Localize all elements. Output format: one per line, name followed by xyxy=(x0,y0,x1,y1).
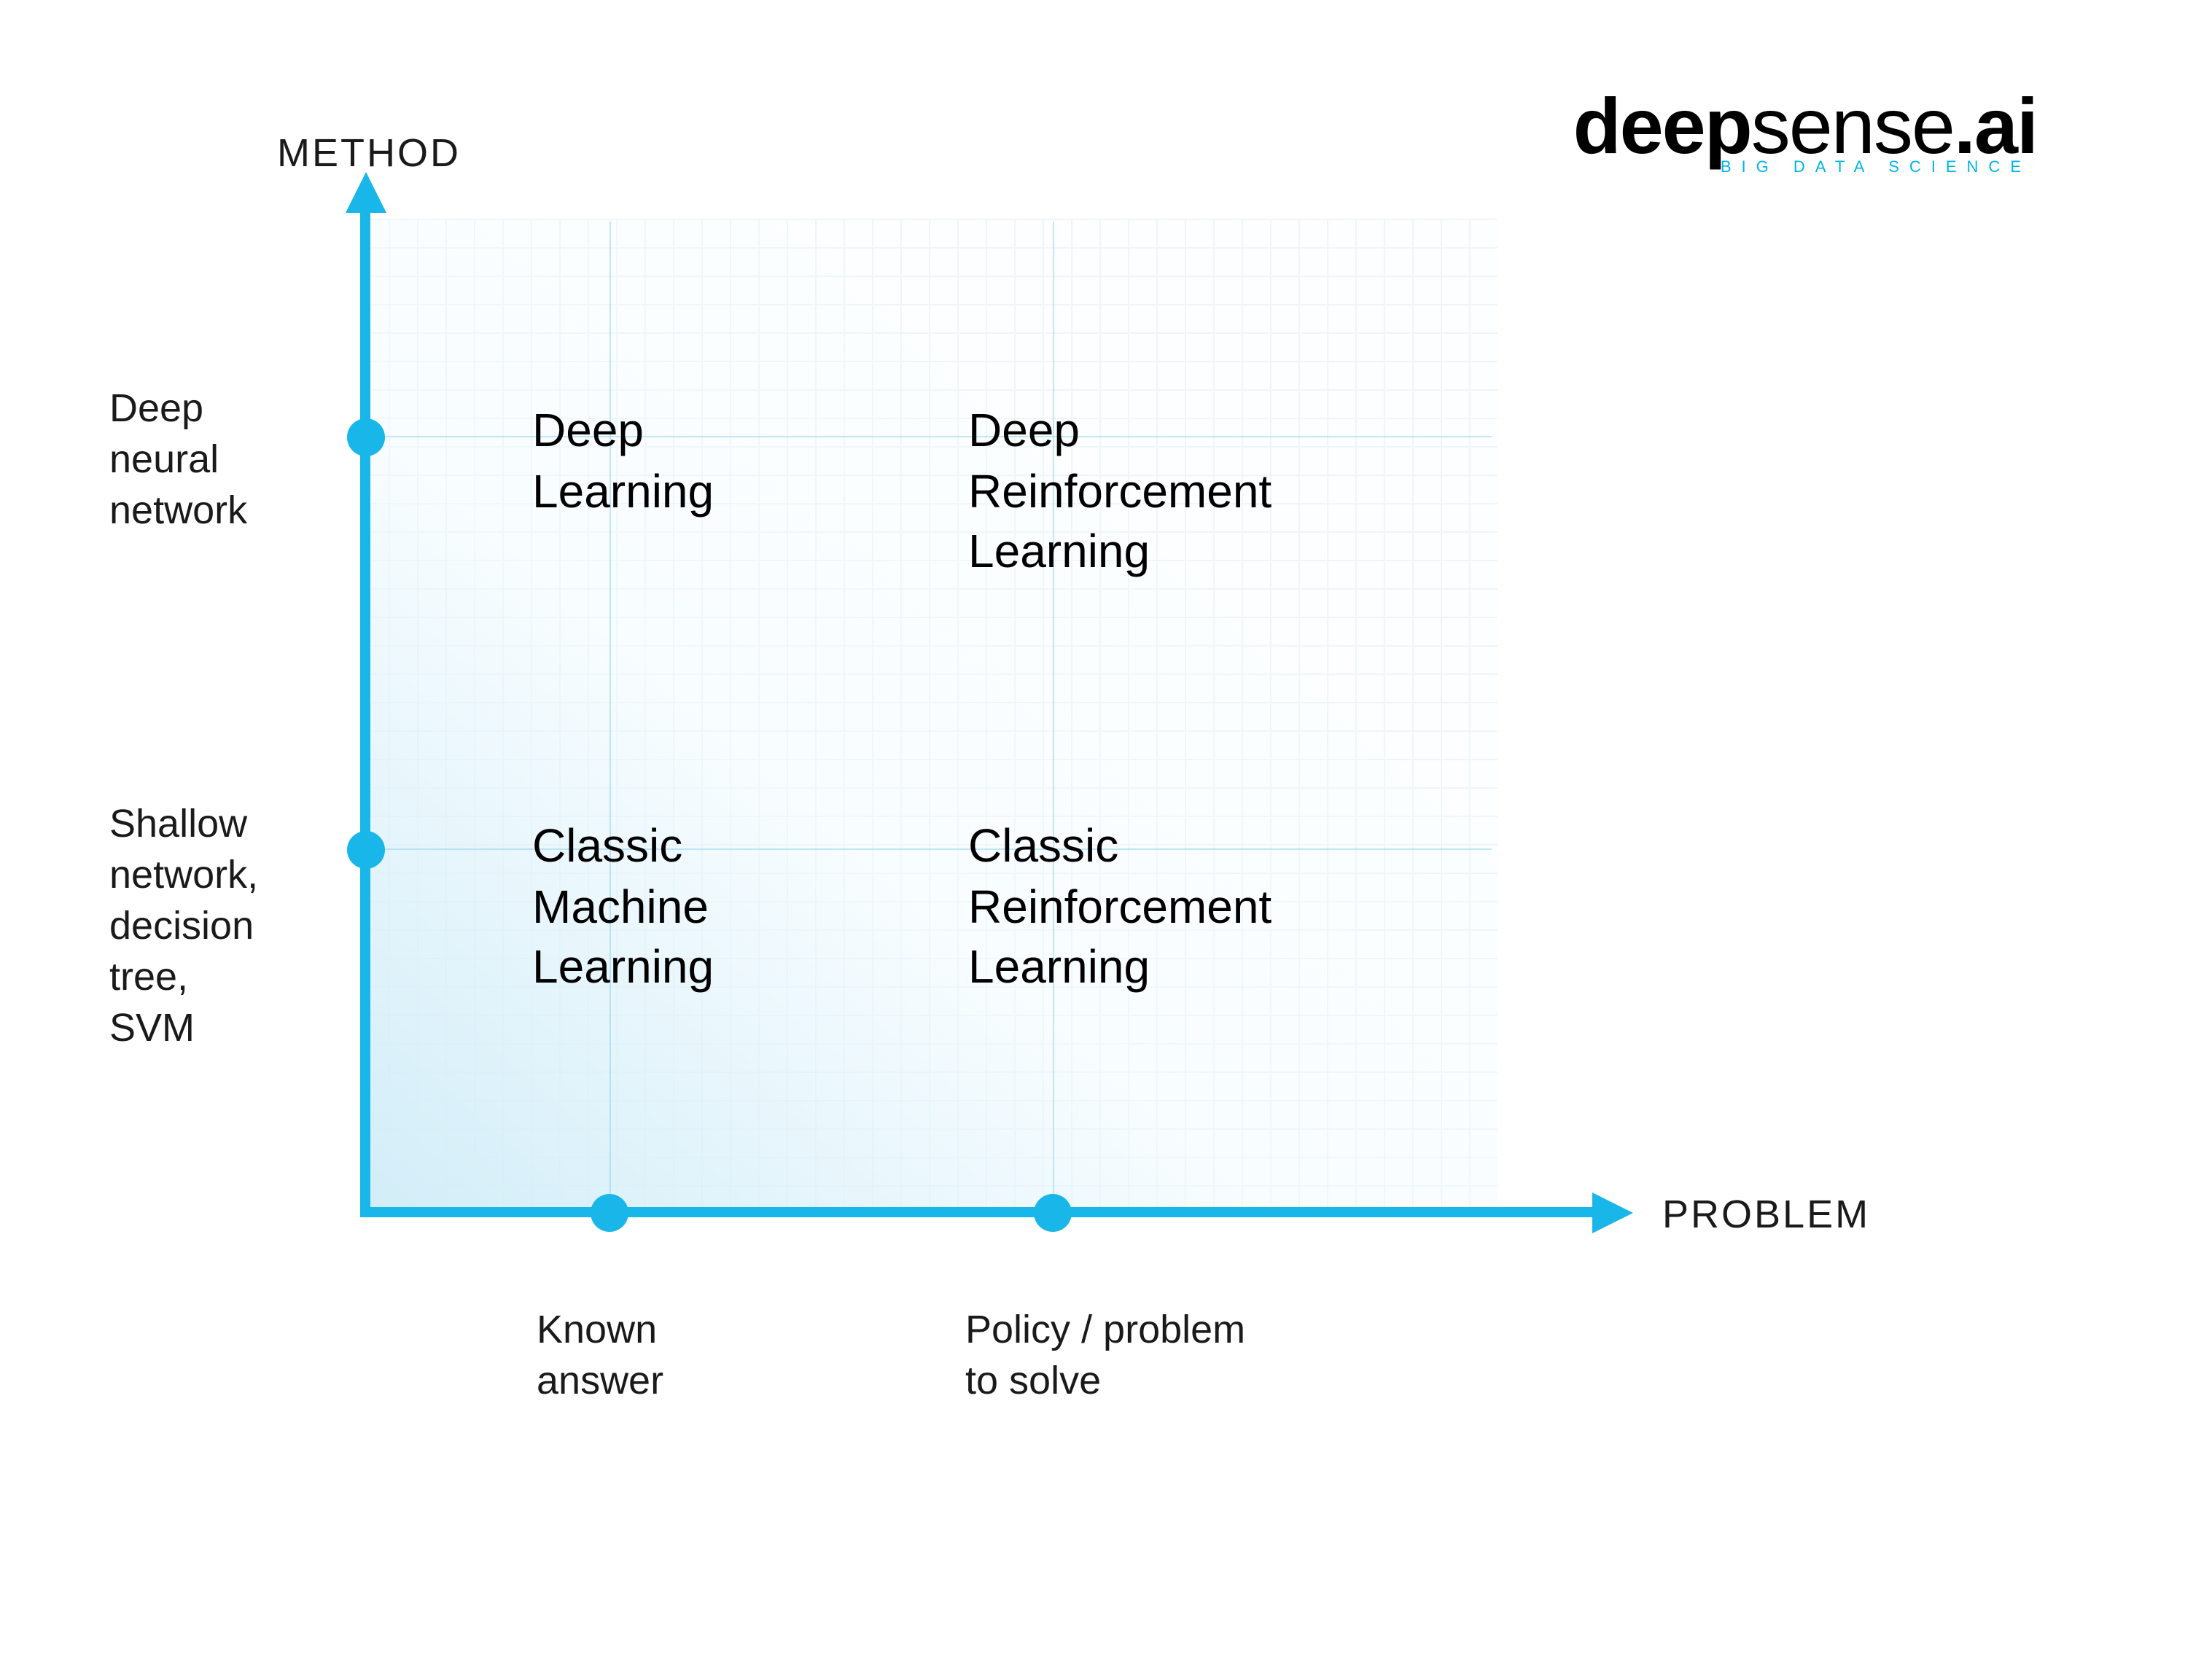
x-axis-arrow-icon xyxy=(1592,1192,1633,1233)
x-tick-dot-known xyxy=(591,1194,628,1232)
quad-label-cml: ClassicMachineLearning xyxy=(532,816,714,999)
x-tick-label-known: Knownanswer xyxy=(537,1305,887,1407)
logo-text: deepsense.ai xyxy=(1573,87,2037,166)
logo-part3: .ai xyxy=(1954,83,2037,171)
y-tick-label-shallow: Shallownetwork,decisiontree,SVM xyxy=(109,799,357,1055)
x-tick-label-policy: Policy / problemto solve xyxy=(965,1305,1315,1407)
logo-part1: deep xyxy=(1573,83,1751,171)
diagram-canvas: deepsense.ai BIG DATA SCIENCE METHOD PRO… xyxy=(0,0,2212,1659)
y-axis-title: METHOD xyxy=(277,131,461,176)
quad-label-drl: DeepReinforcementLearning xyxy=(968,401,1271,583)
guide-v-right xyxy=(1053,222,1054,1210)
y-axis-line xyxy=(360,197,370,1217)
x-tick-dot-policy xyxy=(1034,1194,1072,1232)
x-axis-line xyxy=(360,1207,1607,1217)
quad-label-dl: DeepLearning xyxy=(532,401,714,522)
brand-logo: deepsense.ai BIG DATA SCIENCE xyxy=(1573,87,2037,176)
guide-v-left xyxy=(610,222,611,1210)
y-axis-arrow-icon xyxy=(346,172,386,213)
y-tick-label-deep: Deepneuralnetwork xyxy=(109,383,357,537)
x-axis-title: PROBLEM xyxy=(1662,1192,1870,1238)
quad-label-crl: ClassicReinforcementLearning xyxy=(968,816,1271,999)
logo-part2: sense xyxy=(1751,83,1954,171)
plot-area xyxy=(360,219,1498,1210)
